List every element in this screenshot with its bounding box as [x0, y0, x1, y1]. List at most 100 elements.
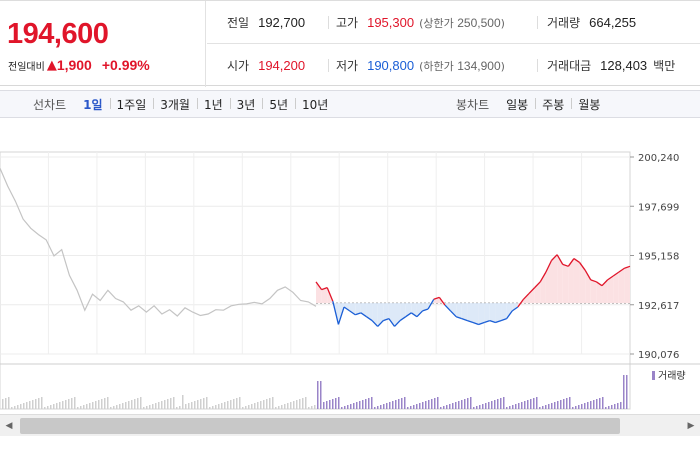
period-tab[interactable]: 5년: [262, 96, 295, 113]
up-line-segment: [584, 269, 592, 281]
down-line-segment: [371, 320, 379, 327]
volume-bar: [77, 407, 79, 409]
volume-bar: [419, 403, 421, 409]
volume-bar: [17, 405, 19, 409]
day-high: 고가 195,300 (상한가 250,500): [336, 15, 505, 30]
volume-bar: [470, 397, 472, 409]
up-area: [523, 293, 530, 304]
volume-bar: [362, 400, 364, 409]
volume-bar: [464, 399, 466, 409]
volume-bar: [308, 407, 310, 409]
volume-bar: [587, 402, 589, 409]
stats-row: 시가 194,200 저가 190,800 (하한가 134,900) 거래대금…: [207, 44, 700, 87]
volume-bar: [326, 401, 328, 409]
volume-bar: [281, 405, 283, 409]
candle-chart-label: 봉차트: [456, 97, 490, 112]
volume-bar: [296, 400, 298, 409]
volume-bar: [41, 397, 43, 409]
history-line: [0, 167, 317, 317]
volume-bar: [374, 407, 376, 409]
volume-bar: [110, 407, 112, 409]
volume-bar: [275, 407, 277, 409]
volume-bar: [47, 406, 49, 409]
volume-bar: [230, 400, 232, 409]
volume-bar: [287, 403, 289, 409]
up-area: [568, 258, 574, 304]
volume-bar: [344, 406, 346, 409]
down-line-segment: [332, 301, 340, 325]
volume-bar: [542, 406, 544, 409]
volume-bar: [485, 403, 487, 409]
up-line-segment: [321, 287, 328, 291]
scroll-right-icon[interactable]: ▶: [687, 421, 695, 431]
volume-bar: [533, 398, 535, 409]
period-tab[interactable]: 10년: [295, 96, 335, 113]
volume-bar: [416, 404, 418, 409]
volume-bar: [332, 399, 334, 409]
y-tick-label: 200,240: [638, 153, 679, 164]
volume-bar: [53, 404, 55, 409]
volume-bar: [284, 404, 286, 409]
change-percent: +0.99%: [101, 57, 150, 73]
period-tab[interactable]: 1주일: [109, 96, 154, 113]
volume-bar: [65, 400, 67, 409]
volume-bar: [56, 403, 58, 409]
volume-bar: [371, 397, 373, 409]
candle-period-tab[interactable]: 월봉: [571, 96, 607, 113]
volume-bar: [497, 399, 499, 409]
down-area: [349, 303, 356, 315]
down-line-segment: [388, 318, 396, 327]
volume-bar: [254, 403, 256, 409]
volume-bar: [335, 398, 337, 409]
volume-bar: [131, 400, 133, 409]
volume-bar: [248, 405, 250, 409]
period-tab[interactable]: 3개월: [153, 96, 197, 113]
volume-bar: [260, 401, 262, 409]
up-area: [618, 268, 625, 304]
volume-bar: [167, 399, 169, 409]
down-area: [478, 303, 485, 325]
volume-bar: [407, 407, 409, 409]
volume-bar: [290, 402, 292, 409]
volume-bar: [149, 405, 151, 409]
down-line-segment: [394, 320, 401, 327]
volume-bar: [341, 407, 343, 409]
volume-bar: [116, 405, 118, 409]
volume-bar: [569, 397, 571, 409]
divider: [537, 59, 538, 72]
volume-bar: [581, 404, 583, 409]
chart-scrollbar[interactable]: ◀ ▶: [0, 414, 700, 436]
candle-chart-periods: 봉차트 일봉 주봉 월봉: [456, 91, 607, 117]
volume-bar: [545, 405, 547, 409]
down-line-segment: [478, 321, 485, 326]
candle-period-tab[interactable]: 주봉: [535, 96, 571, 113]
down-area: [467, 303, 473, 323]
volume-bar: [392, 401, 394, 409]
scroll-thumb[interactable]: [20, 418, 620, 434]
volume-bar: [386, 403, 388, 409]
volume-bar: [311, 406, 313, 409]
volume-bar: [365, 399, 367, 409]
volume-bar: [491, 401, 493, 409]
candle-period-tab[interactable]: 일봉: [506, 97, 529, 112]
up-line-segment: [517, 298, 524, 308]
up-area: [529, 287, 535, 304]
scroll-left-icon[interactable]: ◀: [5, 421, 13, 431]
period-tab[interactable]: 1일: [83, 97, 103, 112]
divider: [537, 16, 538, 29]
volume-bar: [377, 406, 379, 409]
period-tab[interactable]: 1년: [196, 96, 230, 113]
volume-bar: [455, 402, 457, 409]
volume-bar: [20, 404, 22, 409]
up-area: [545, 260, 552, 304]
volume-bar: [422, 402, 424, 409]
down-line-segment: [349, 310, 356, 316]
volume-legend-swatch: [652, 371, 655, 380]
volume-bar: [113, 406, 115, 409]
period-tab[interactable]: 3년: [229, 96, 263, 113]
down-line-segment: [366, 316, 373, 322]
down-line-segment: [444, 304, 452, 312]
volume-bar: [263, 400, 265, 409]
price-chart[interactable]: 200,240 197,699 195,158 192,617 190,076 거래량: [0, 122, 700, 450]
